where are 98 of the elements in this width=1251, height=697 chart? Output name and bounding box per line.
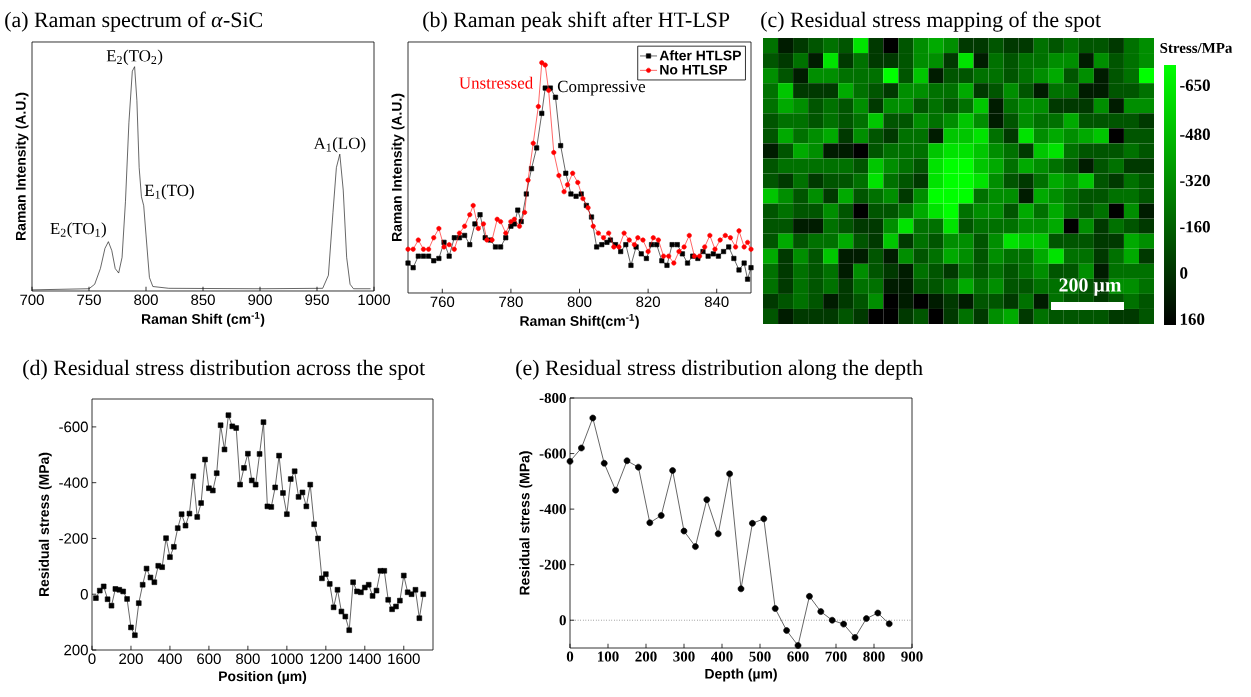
color-bar-label: -320: [1180, 174, 1210, 187]
x-tick-label: 800: [134, 294, 158, 306]
x-tick-label: 500: [749, 651, 771, 662]
point: [874, 609, 882, 617]
x-tick-label: 760: [430, 296, 455, 308]
color-bar-label: 160: [1180, 313, 1205, 325]
point: [680, 527, 688, 535]
point: [703, 496, 711, 503]
x-axis-title: Position (µm): [219, 670, 307, 684]
x-tick-label: 850: [191, 294, 215, 306]
y-axis-title: Raman Intensity (A.U.): [391, 93, 405, 241]
y-tick-label: -400: [539, 504, 566, 515]
y-tick-label: -400: [59, 477, 88, 488]
point: [783, 627, 790, 634]
x-tick-label: 750: [77, 294, 101, 306]
x-tick-label: 800: [236, 653, 260, 665]
point: [828, 616, 836, 624]
point: [623, 457, 631, 465]
chart-title: (c) Residual stress mapping of the spot: [761, 11, 1101, 32]
point: [578, 444, 585, 452]
chart-title: (b) Raman peak shift after HT-LSP: [423, 11, 730, 32]
y-tick-label: -600: [539, 448, 566, 459]
x-tick-label: 600: [787, 651, 809, 662]
x-tick-label: 800: [863, 651, 885, 662]
x-tick-label: 700: [825, 651, 847, 662]
x-tick-label: 900: [901, 651, 923, 662]
point: [737, 585, 745, 593]
y-axis-title: Residual stress (MPa): [519, 451, 533, 595]
y-tick-label: -200: [59, 533, 88, 544]
x-tick-label: 700: [20, 294, 44, 306]
x-tick-label: 840: [704, 296, 729, 308]
annotation: E$_{1}$(TO): [144, 184, 194, 200]
y-axis-title: Residual stress (MPa): [38, 452, 52, 597]
y-tick-label: -600: [59, 421, 88, 433]
point: [851, 634, 859, 641]
y-tick-label: 0: [559, 615, 566, 626]
color-bar-title: Stress/MPa: [1160, 42, 1233, 54]
x-axis-title: Raman Shift (cm$^{-1}$): [142, 311, 265, 327]
x-axis-title: Depth (µm): [705, 668, 777, 682]
y-axis-title: Raman Intensity (A.U.): [15, 92, 29, 240]
x-tick-label: 1000: [358, 294, 391, 306]
x-tick-label: 950: [305, 294, 329, 306]
point: [657, 512, 665, 519]
x-tick-label: 820: [636, 296, 660, 308]
x-tick-label: 1400: [349, 653, 381, 665]
x-tick-label: 200: [635, 651, 657, 662]
x-tick-label: 780: [499, 296, 523, 308]
point: [714, 530, 722, 538]
annotation: A$_{1}$(LO): [313, 137, 366, 153]
point: [589, 414, 597, 422]
annotation: E$_{2}$(TO$_{2}$): [106, 49, 163, 65]
x-tick-label: 900: [248, 294, 272, 306]
point: [794, 642, 802, 649]
point: [566, 458, 574, 465]
point: [806, 593, 813, 600]
legend-label: After HTLSP: [659, 50, 741, 61]
x-tick-label: 200: [119, 653, 143, 665]
x-tick-label: 600: [197, 653, 221, 665]
x-tick-label: 800: [567, 296, 592, 308]
x-tick-label: 0: [566, 651, 574, 662]
y-tick-label: 0: [80, 588, 88, 600]
y-tick-label: -200: [539, 559, 566, 570]
color-bar-label: -480: [1180, 128, 1210, 141]
point: [692, 543, 699, 550]
annotation: 200 µm: [1059, 278, 1122, 296]
point: [885, 620, 893, 628]
x-axis-title: Raman Shift(cm$^{-1}$): [520, 313, 639, 329]
point: [646, 519, 654, 527]
legend-label: No HTLSP: [660, 64, 728, 75]
x-tick-label: 400: [711, 651, 733, 662]
point: [760, 515, 768, 523]
annotation: Compressive: [557, 80, 646, 96]
y-tick-label: -800: [539, 392, 566, 404]
x-tick-label: 0: [88, 653, 96, 665]
point: [840, 620, 847, 628]
x-tick-label: 1200: [310, 653, 342, 665]
annotation: Unstressed: [459, 76, 534, 89]
point: [771, 605, 779, 612]
x-tick-label: 300: [673, 651, 695, 662]
chart-title: (e) Residual stress distribution along the depth: [516, 359, 923, 380]
x-tick-label: 400: [157, 653, 182, 665]
color-bar-label: -650: [1180, 79, 1210, 91]
x-tick-label: 1000: [271, 653, 303, 665]
chart-title: (d) Residual stress distribution across the spot: [23, 359, 426, 380]
x-tick-label: 100: [598, 651, 619, 662]
point: [612, 486, 619, 494]
chart-title: (a) Raman spectrum of α-SiC: [5, 11, 262, 32]
point: [749, 519, 756, 527]
point: [817, 608, 825, 615]
annotation: E$_{2}$(TO$_{1}$): [50, 222, 106, 238]
x-tick-label: 1600: [388, 653, 420, 665]
point: [669, 467, 676, 474]
point: [600, 459, 608, 467]
point: [726, 470, 733, 478]
point: [863, 615, 870, 622]
color-bar-label: 0: [1180, 267, 1188, 279]
point: [635, 463, 642, 471]
color-bar-label: -160: [1180, 221, 1210, 233]
